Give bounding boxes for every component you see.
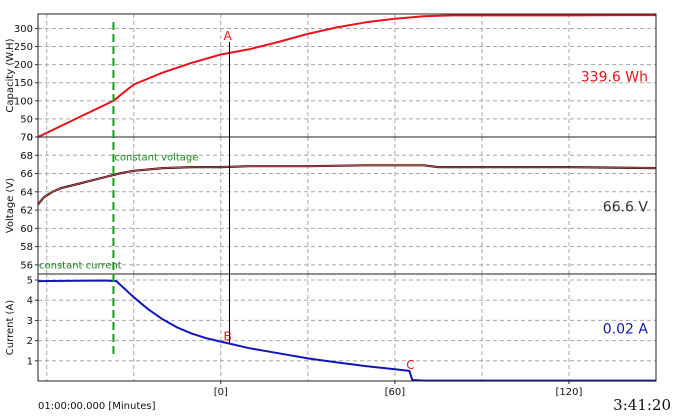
y-tick-label: 56 [20,260,33,271]
y-tick-label: 66 [20,169,33,180]
readout-value: 66.6 V [603,200,649,216]
x-tick-label: [120] [556,387,583,398]
elapsed-clock: 3:41:20 [613,396,671,414]
y-tick-label: 64 [20,187,33,198]
phase-annotation: constant current [39,261,122,272]
point-marker: A [223,29,232,43]
y-tick-label: 4 [27,296,33,307]
panel-frame [37,273,657,382]
voltage-panel: 56 58 60 62 64 66 68 70 Voltage (V) 66.6 V constan… [5,133,657,275]
y-tick-label: 70 [20,133,33,144]
y-tick-label: 250 [14,42,33,53]
readout-value: 339.6 Wh [581,70,648,86]
y-tick-label: 58 [20,242,33,253]
y-tick-label: 3 [27,316,33,327]
y-tick-label: 2 [27,336,33,347]
y-tick-label: 100 [14,96,33,107]
phase-annotation: constant voltage [114,153,198,164]
series-line [37,14,656,138]
chart-panels: 0 50 100 150 200 250 300 Capacity (W.H) 339.6 Wh… [5,13,657,398]
y-axis-label: Voltage (V) [5,178,16,233]
y-tick-label: 68 [20,151,33,162]
y-tick-label: 300 [14,24,33,35]
y-tick-label: 200 [14,60,33,71]
y-axis-label: Capacity (W.H) [5,38,16,112]
start-time-label: 01:00:00.000 [Minutes] [38,401,156,412]
y-tick-label: 5 [27,276,33,287]
y-tick-label: 60 [20,224,33,235]
y-tick-label: 62 [20,206,33,217]
point-marker: B [223,330,231,344]
chart-overlay [112,22,230,356]
current-panel: 1 2 3 4 5 Current (A) 0.02 A B C [0] [60] [120] [5,273,657,398]
y-tick-label: 1 [27,356,33,367]
series-line [37,279,656,382]
y-tick-label: 50 [20,114,33,125]
readout-value: 0.02 A [603,322,649,338]
capacity-panel: 0 50 100 150 200 250 300 Capacity (W.H) 339.6 Wh… [5,13,657,144]
x-tick-label: [0] [214,387,228,398]
y-tick-label: 0 [27,133,33,144]
x-tick-label: [60] [385,387,406,398]
series-line-highlight [37,165,657,205]
y-axis-label: Current (A) [5,300,16,355]
point-marker: C [406,358,414,372]
y-tick-label: 150 [14,78,33,89]
